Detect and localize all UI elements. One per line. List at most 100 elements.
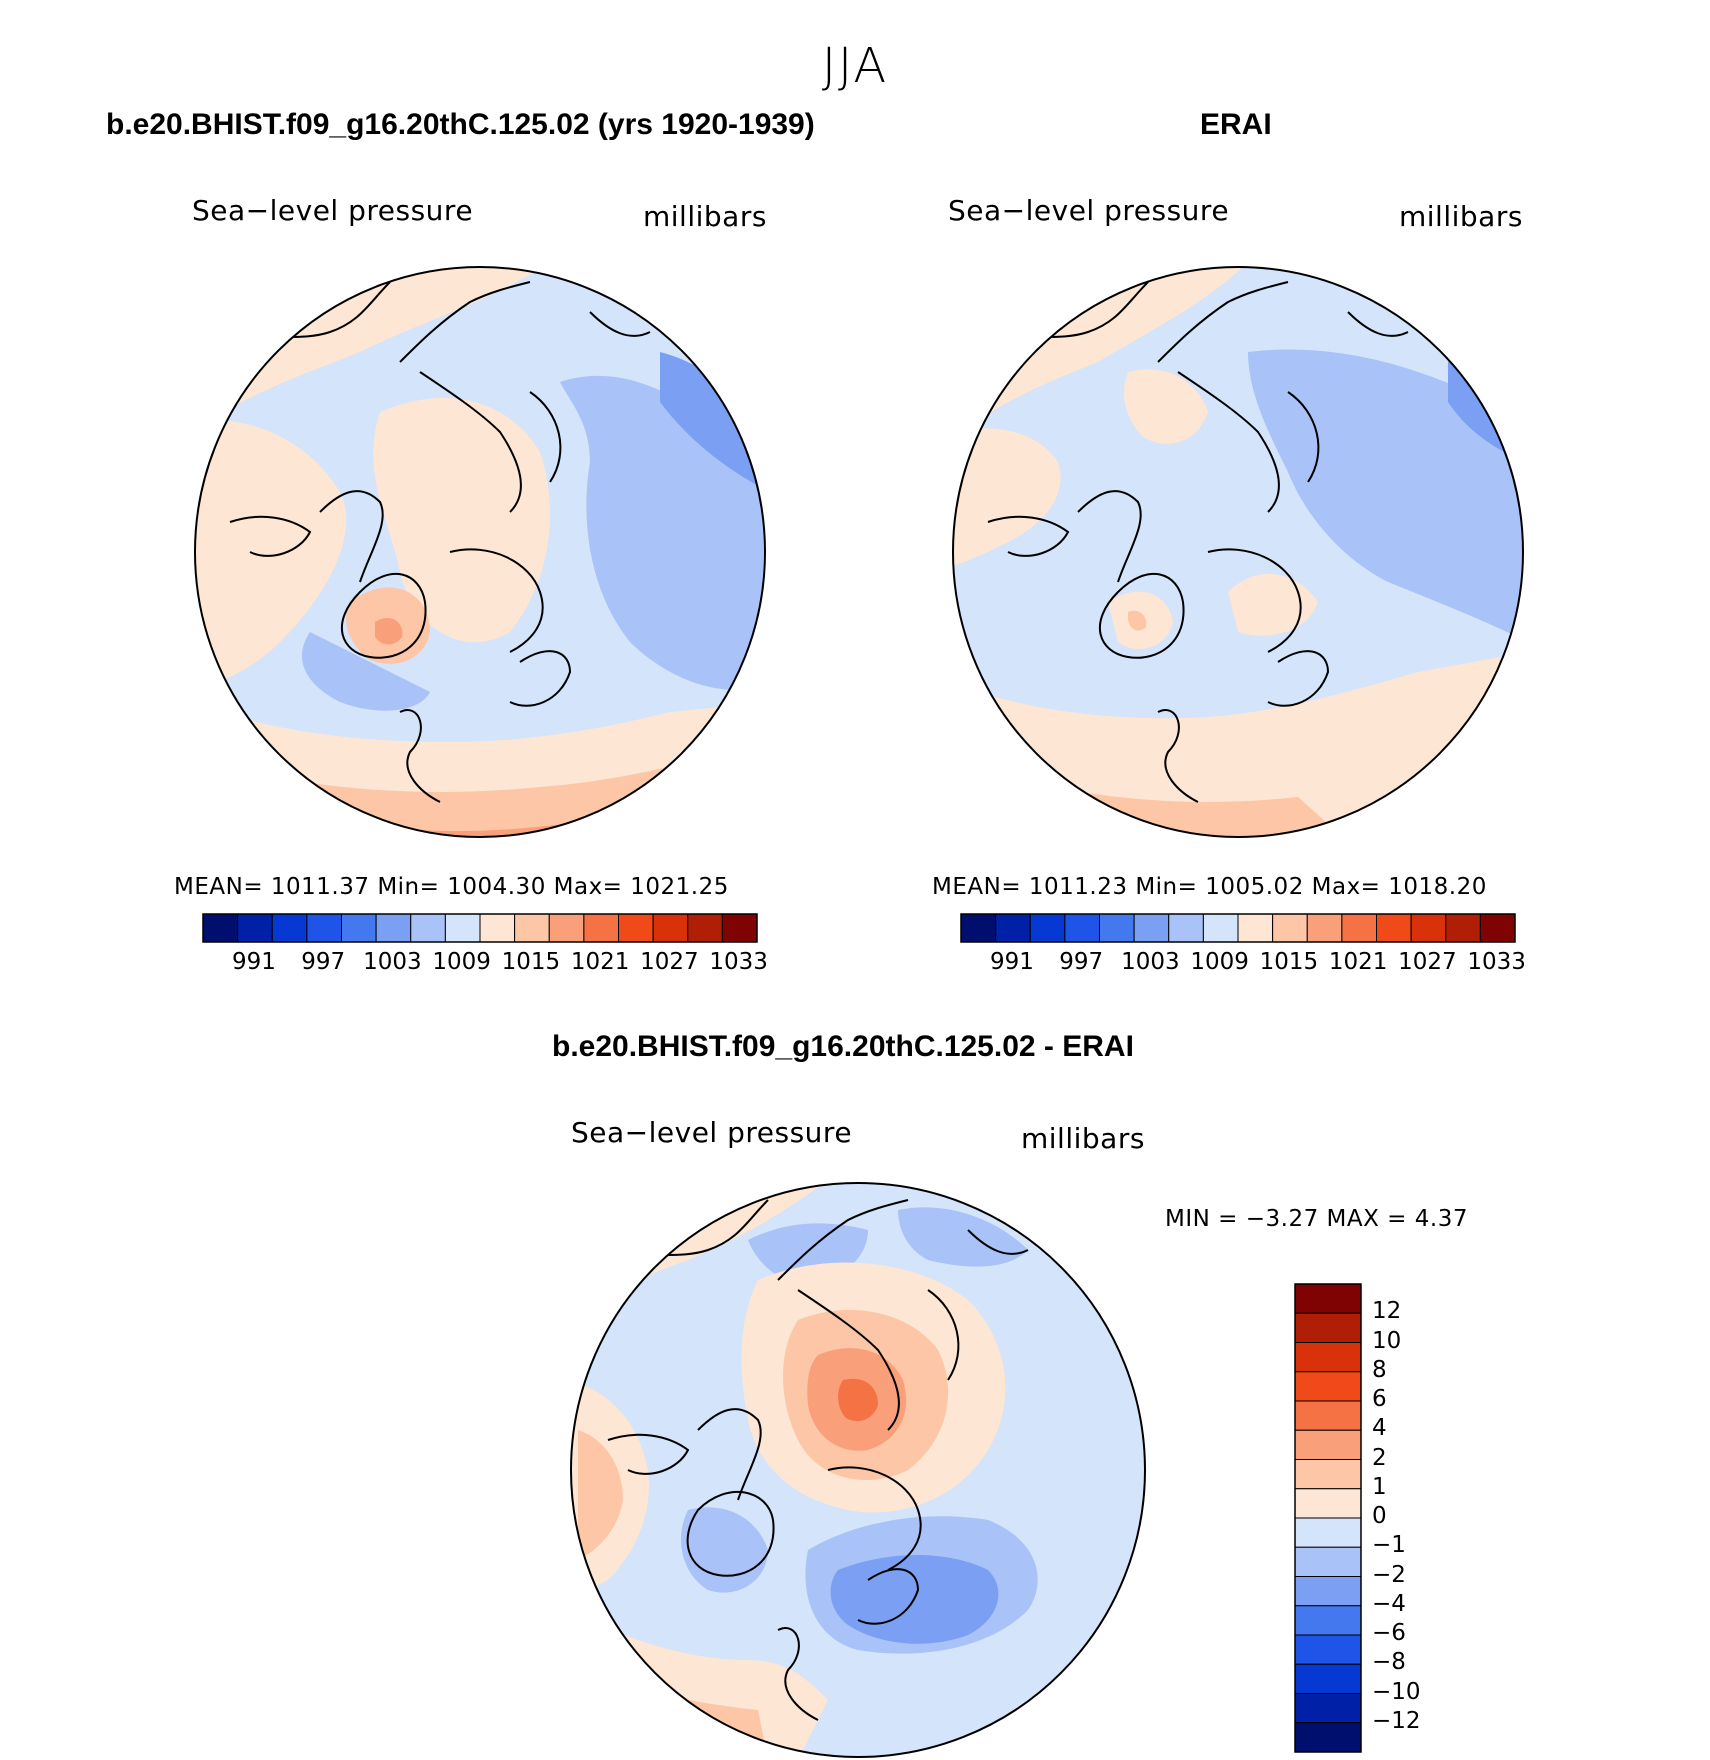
diff-stats: MIN = −3.27 MAX = 4.37 (1165, 1206, 1468, 1232)
colorbar-cell (1294, 1517, 1362, 1548)
colorbar-tick-label: 991 (989, 949, 1034, 975)
obs-coastlines (987, 281, 1409, 803)
obs-stats: MEAN= 1011.23 Min= 1005.02 Max= 1018.20 (932, 874, 1487, 900)
colorbar-tick-label: −4 (1372, 1590, 1406, 1617)
obs-variable-label: Sea−level pressure (948, 194, 1230, 227)
colorbar-tick-label: 1021 (570, 949, 630, 975)
colorbar-cell (237, 913, 273, 943)
colorbar-tick-label: 8 (1372, 1356, 1387, 1383)
obs-colorbar (960, 913, 1516, 943)
model-colorbar-cells (202, 913, 758, 943)
model-panel-title: b.e20.BHIST.f09_g16.20thC.125.02 (yrs 19… (106, 108, 815, 141)
colorbar-cell (1341, 913, 1377, 943)
colorbar-cell (548, 913, 585, 943)
model-low-east-core (660, 352, 765, 492)
colorbar-cell (960, 913, 997, 943)
model-stats: MEAN= 1011.37 Min= 1004.30 Max= 1021.25 (174, 874, 729, 900)
diff-colorbar-cells (1294, 1283, 1362, 1753)
colorbar-cell (583, 913, 619, 943)
colorbar-tick-label: −6 (1372, 1620, 1406, 1646)
colorbar-tick-label: −10 (1372, 1678, 1421, 1705)
model-polar-map (194, 266, 766, 838)
colorbar-cell (1272, 913, 1308, 943)
colorbar-tick-label: 997 (301, 949, 346, 975)
colorbar-cell (444, 913, 481, 943)
colorbar-tick-label: 1027 (1398, 949, 1457, 975)
colorbar-tick-label: 6 (1372, 1386, 1387, 1412)
colorbar-cell (1133, 913, 1170, 943)
colorbar-cell (1294, 1371, 1362, 1402)
diff-polar-map (570, 1182, 1146, 1758)
colorbar-cell (1294, 1693, 1362, 1724)
colorbar-tick-label: 991 (231, 949, 276, 975)
colorbar-cell (1099, 913, 1135, 943)
colorbar-tick-label: 1003 (1121, 949, 1180, 975)
colorbar-tick-label: 1027 (640, 949, 699, 975)
colorbar-cell (1294, 1312, 1362, 1343)
obs-panel-title: ERAI (1200, 108, 1272, 141)
diff-coastlines (607, 1199, 1029, 1721)
diff-warm-core (838, 1378, 878, 1422)
colorbar-tick-label: 1 (1372, 1473, 1387, 1500)
colorbar-cell (1294, 1663, 1362, 1694)
colorbar-cell (1202, 913, 1239, 943)
colorbar-cell (687, 913, 723, 943)
colorbar-cell (1237, 913, 1274, 943)
model-map-boundary (194, 266, 766, 838)
colorbar-cell (1294, 1605, 1362, 1636)
diff-warm-west-2 (578, 1430, 623, 1560)
model-low-iceland (301, 632, 430, 711)
colorbar-tick-label: 12 (1372, 1298, 1402, 1325)
obs-warm-west (953, 428, 1061, 567)
colorbar-tick-label: 0 (1372, 1503, 1387, 1529)
model-colorbar (202, 913, 758, 943)
model-warm-center (373, 397, 550, 643)
colorbar-tick-label: 1009 (432, 949, 491, 975)
colorbar-tick-label: 1033 (1467, 949, 1526, 975)
colorbar-tick-label: 997 (1059, 949, 1104, 975)
colorbar-cell (375, 913, 412, 943)
colorbar-cell (514, 913, 550, 943)
colorbar-cell (1445, 913, 1481, 943)
colorbar-cell (1376, 913, 1412, 943)
diff-panel-title: b.e20.BHIST.f09_g16.20thC.125.02 - ERAI (552, 1030, 1134, 1063)
obs-greenland-core (1128, 610, 1147, 631)
colorbar-cell (1410, 913, 1447, 943)
obs-warm-europe (1228, 573, 1318, 636)
colorbar-cell (479, 913, 516, 943)
obs-map-boundary (952, 266, 1524, 838)
obs-warm-gap (1123, 369, 1208, 444)
colorbar-tick-label: 1033 (709, 949, 768, 975)
colorbar-cell (1294, 1400, 1362, 1431)
diff-units-label: millibars (1021, 1122, 1145, 1155)
colorbar-cell (652, 913, 689, 943)
colorbar-cell (1294, 1342, 1362, 1373)
colorbar-cell (1306, 913, 1343, 943)
colorbar-tick-label: 1015 (1259, 949, 1319, 975)
colorbar-tick-label: 1003 (363, 949, 422, 975)
colorbar-cell (1479, 913, 1516, 943)
diff-low-northeast (898, 1207, 1028, 1267)
colorbar-cell (1294, 1459, 1362, 1490)
colorbar-cell (1294, 1546, 1362, 1577)
obs-polar-map (952, 266, 1524, 838)
colorbar-cell (1294, 1488, 1362, 1519)
colorbar-cell (1294, 1429, 1362, 1460)
colorbar-tick-label: −12 (1372, 1707, 1421, 1734)
colorbar-cell (721, 913, 758, 943)
model-coastlines (229, 281, 651, 803)
colorbar-cell (618, 913, 654, 943)
colorbar-tick-label: 10 (1372, 1327, 1402, 1354)
colorbar-cell (1294, 1722, 1362, 1753)
colorbar-cell (271, 913, 308, 943)
colorbar-cell (1294, 1283, 1362, 1314)
colorbar-tick-label: 2 (1372, 1444, 1387, 1471)
colorbar-cell (410, 913, 446, 943)
colorbar-cell (1168, 913, 1204, 943)
model-variable-label: Sea−level pressure (192, 194, 474, 227)
colorbar-cell (1294, 1634, 1362, 1665)
colorbar-cell (1029, 913, 1066, 943)
model-units-label: millibars (643, 200, 767, 233)
colorbar-cell (306, 913, 342, 943)
colorbar-tick-label: 1021 (1328, 949, 1388, 975)
